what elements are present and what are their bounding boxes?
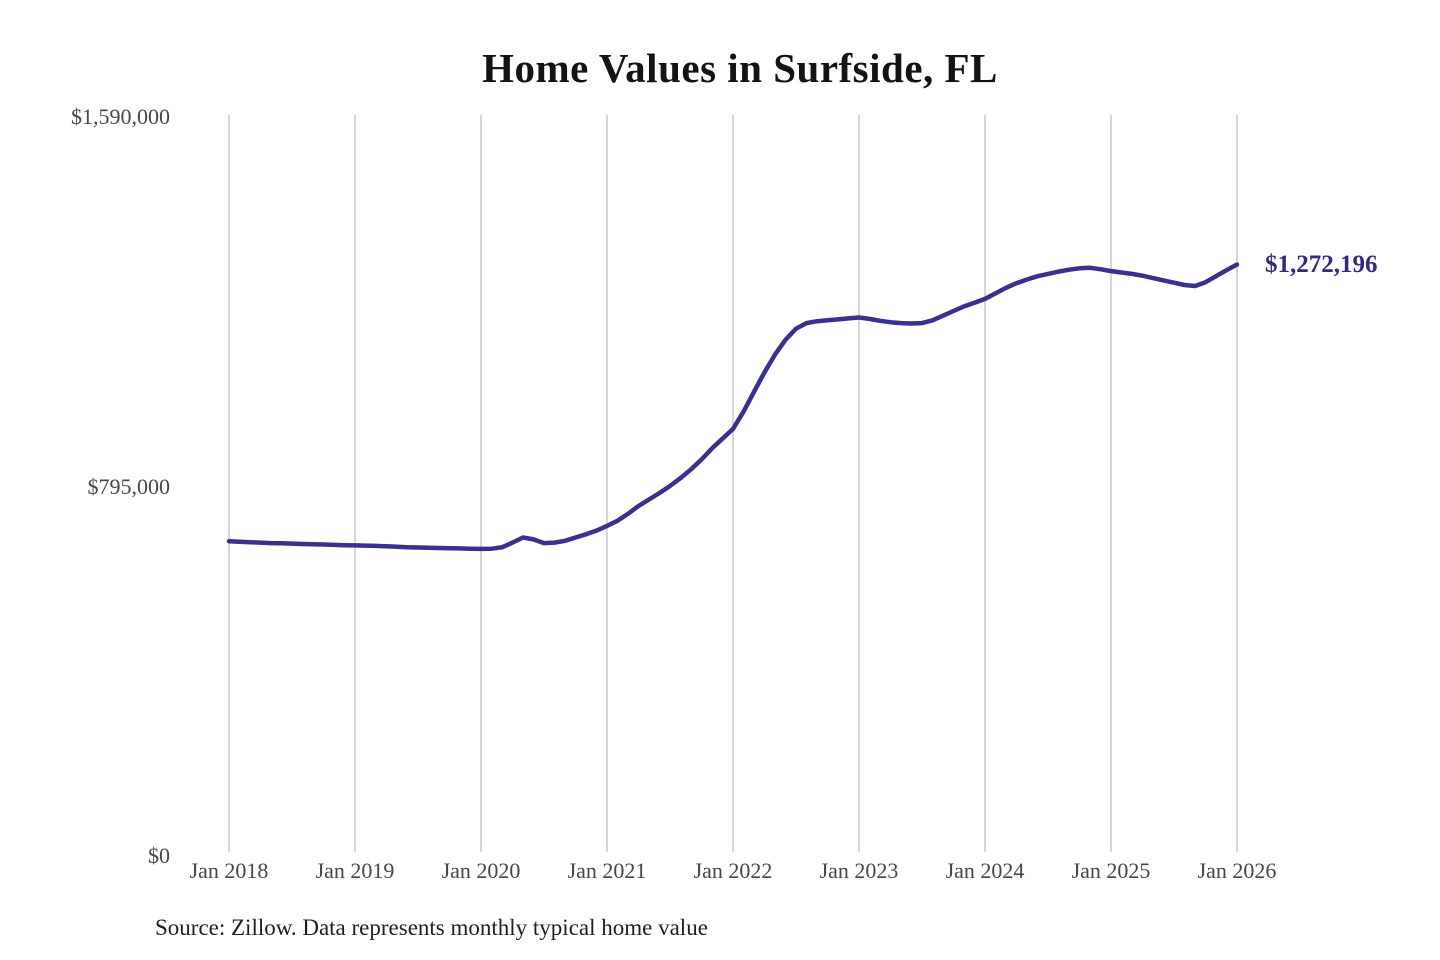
- x-axis-tick-2021: Jan 2021: [567, 858, 647, 883]
- y-axis-tick-mid: $795,000: [87, 474, 171, 499]
- source-note: Source: Zillow. Data represents monthly …: [155, 915, 708, 940]
- x-axis-tick-2019: Jan 2019: [315, 858, 395, 883]
- y-axis-tick-zero: $0: [148, 843, 170, 868]
- gridlines: [228, 115, 1238, 852]
- home-value-line-series: [226, 262, 1240, 552]
- x-axis-tick-2022: Jan 2022: [693, 858, 773, 883]
- x-axis-tick-2018: Jan 2018: [189, 858, 269, 883]
- series-end-value-label: $1,272,196: [1265, 250, 1378, 278]
- x-axis-tick-2026: Jan 2026: [1197, 858, 1277, 883]
- chart-title: Home Values in Surfside, FL: [482, 45, 998, 91]
- x-axis-tick-2020: Jan 2020: [441, 858, 521, 883]
- y-axis-tick-max: $1,590,000: [71, 104, 170, 129]
- x-axis-tick-2024: Jan 2024: [945, 858, 1025, 883]
- x-axis-tick-2025: Jan 2025: [1071, 858, 1151, 883]
- x-axis-tick-2023: Jan 2023: [819, 858, 899, 883]
